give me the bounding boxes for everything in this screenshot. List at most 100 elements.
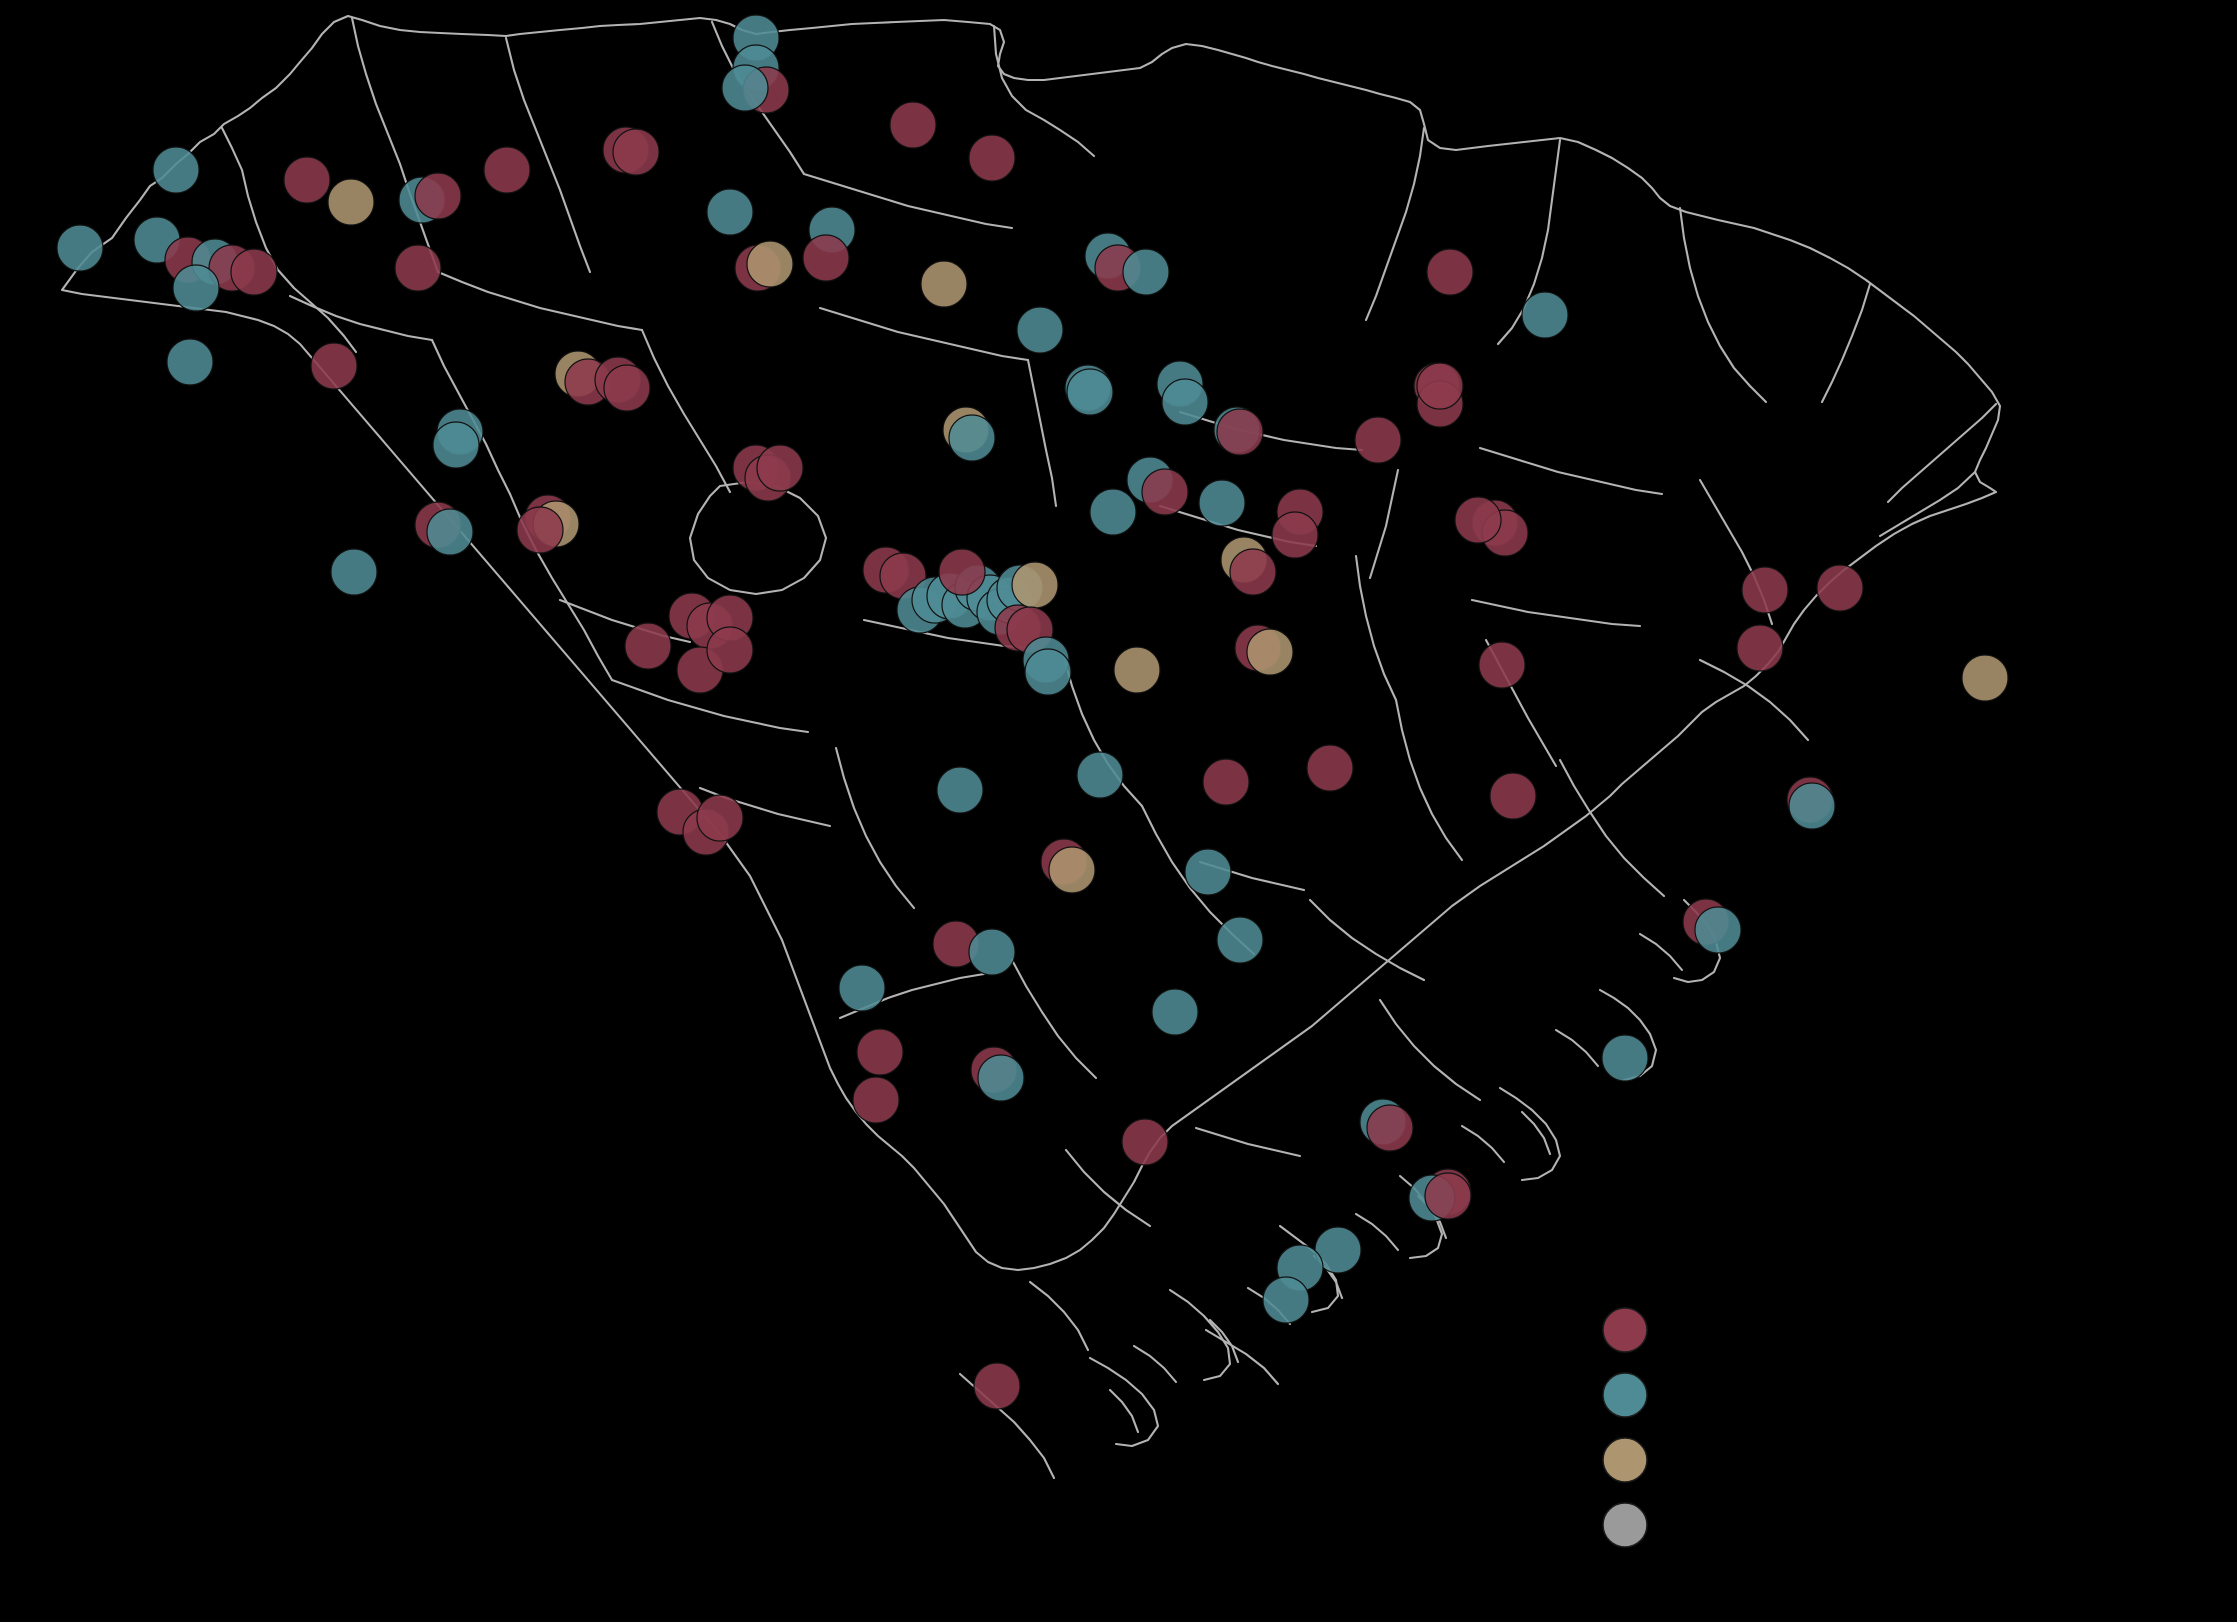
data-point-maroon[interactable] <box>1736 624 1784 672</box>
data-point-maroon[interactable] <box>1271 511 1319 559</box>
data-point-maroon[interactable] <box>852 1076 900 1124</box>
data-point-teal[interactable] <box>1216 916 1264 964</box>
county-border-chester-fairfield <box>818 306 1030 362</box>
data-point-teal[interactable] <box>838 964 886 1012</box>
data-point-maroon[interactable] <box>1216 408 1264 456</box>
data-point-teal[interactable] <box>968 928 1016 976</box>
data-point-maroon[interactable] <box>1354 416 1402 464</box>
legend-item-cat-3[interactable] <box>1602 1437 1648 1483</box>
data-point-maroon[interactable] <box>1478 641 1526 689</box>
coast-detail-santee-delta <box>1598 988 1658 1082</box>
coast-detail-inlet-2 <box>1554 1028 1600 1068</box>
county-border-hampton-colleton <box>1010 958 1098 1080</box>
data-point-teal[interactable] <box>1694 906 1742 954</box>
data-point-teal[interactable] <box>330 548 378 596</box>
data-point-maroon[interactable] <box>1741 566 1789 614</box>
data-point-teal[interactable] <box>1262 1276 1310 1324</box>
data-point-maroon[interactable] <box>856 1028 904 1076</box>
data-point-maroon[interactable] <box>612 128 660 176</box>
data-point-teal[interactable] <box>1122 248 1170 296</box>
data-point-maroon[interactable] <box>1202 758 1250 806</box>
data-point-maroon[interactable] <box>706 626 754 674</box>
coast-detail-marsh-5 <box>1108 1388 1140 1434</box>
data-point-maroon[interactable] <box>624 622 672 670</box>
data-point-teal[interactable] <box>56 224 104 272</box>
coast-detail-bulls-bay <box>1498 1086 1562 1182</box>
data-point-maroon[interactable] <box>1454 496 1502 544</box>
data-point-maroon[interactable] <box>1489 772 1537 820</box>
data-point-tan[interactable] <box>1246 628 1294 676</box>
data-point-teal[interactable] <box>948 414 996 462</box>
data-point-maroon[interactable] <box>973 1362 1021 1410</box>
data-point-tan[interactable] <box>1961 654 2009 702</box>
data-point-teal[interactable] <box>706 188 754 236</box>
data-point-maroon[interactable] <box>938 548 986 596</box>
data-point-teal[interactable] <box>721 64 769 112</box>
data-point-maroon[interactable] <box>414 172 462 220</box>
county-border-barnwell-bamberg <box>610 678 810 734</box>
data-point-maroon[interactable] <box>1141 468 1189 516</box>
data-point-tan[interactable] <box>1011 561 1059 609</box>
data-point-teal[interactable] <box>1521 291 1569 339</box>
county-border-charleston-colleton <box>1194 1126 1302 1158</box>
data-point-teal[interactable] <box>1788 782 1836 830</box>
data-point-maroon[interactable] <box>1416 362 1464 410</box>
data-point-teal[interactable] <box>166 338 214 386</box>
data-point-tan[interactable] <box>746 240 794 288</box>
data-point-maroon[interactable] <box>1229 548 1277 596</box>
data-point-maroon[interactable] <box>1366 1104 1414 1152</box>
data-point-teal[interactable] <box>1601 1034 1649 1082</box>
data-point-teal[interactable] <box>1066 368 1114 416</box>
data-point-maroon[interactable] <box>516 506 564 554</box>
legend[interactable] <box>1602 1307 1648 1548</box>
data-point-teal[interactable] <box>432 421 480 469</box>
data-point-teal[interactable] <box>1151 988 1199 1036</box>
data-point-teal[interactable] <box>1076 751 1124 799</box>
data-point-maroon[interactable] <box>1306 744 1354 792</box>
data-point-teal[interactable] <box>1024 648 1072 696</box>
data-point-teal[interactable] <box>152 146 200 194</box>
data-point-maroon[interactable] <box>283 156 331 204</box>
data-point-teal[interactable] <box>1198 479 1246 527</box>
data-point-maroon[interactable] <box>230 248 278 296</box>
coast-detail-st-helena <box>1168 1288 1232 1382</box>
data-point-maroon[interactable] <box>483 146 531 194</box>
data-point-teal[interactable] <box>936 766 984 814</box>
data-point-maroon[interactable] <box>802 234 850 282</box>
data-point-teal[interactable] <box>1016 306 1064 354</box>
data-point-teal[interactable] <box>1089 488 1137 536</box>
county-border-marlboro-dillon <box>1820 282 1872 404</box>
coast-detail-port-royal <box>1204 1328 1280 1386</box>
data-point-maroon[interactable] <box>696 794 744 842</box>
legend-item-cat-1[interactable] <box>1602 1307 1648 1353</box>
data-point-teal[interactable] <box>426 508 474 556</box>
data-points-layer <box>56 14 2009 1410</box>
data-point-maroon[interactable] <box>1426 248 1474 296</box>
data-point-maroon[interactable] <box>603 364 651 412</box>
legend-item-cat-4[interactable] <box>1602 1502 1648 1548</box>
data-point-teal[interactable] <box>1184 848 1232 896</box>
data-point-maroon[interactable] <box>756 444 804 492</box>
data-point-tan[interactable] <box>1048 846 1096 894</box>
data-point-maroon[interactable] <box>1424 1172 1472 1220</box>
data-point-tan[interactable] <box>920 260 968 308</box>
county-border-orangeburg-clarendon <box>1394 698 1464 862</box>
county-border-florence-williamsburg <box>1470 598 1642 628</box>
data-point-maroon[interactable] <box>1121 1118 1169 1166</box>
county-border-fairfield-richland <box>1026 358 1058 508</box>
data-point-maroon[interactable] <box>968 134 1016 182</box>
coast-detail-inlet-3 <box>1460 1124 1506 1164</box>
data-point-teal[interactable] <box>1161 378 1209 426</box>
data-point-maroon[interactable] <box>889 101 937 149</box>
data-point-maroon[interactable] <box>310 342 358 390</box>
data-point-teal[interactable] <box>977 1054 1025 1102</box>
data-point-tan[interactable] <box>327 178 375 226</box>
legend-swatch-cat-1 <box>1602 1307 1648 1353</box>
legend-item-cat-2[interactable] <box>1602 1372 1648 1418</box>
data-point-teal[interactable] <box>172 264 220 312</box>
data-point-maroon[interactable] <box>394 244 442 292</box>
county-border-pickens-greenville <box>350 16 440 274</box>
data-point-tan[interactable] <box>1113 646 1161 694</box>
data-point-maroon[interactable] <box>1816 564 1864 612</box>
